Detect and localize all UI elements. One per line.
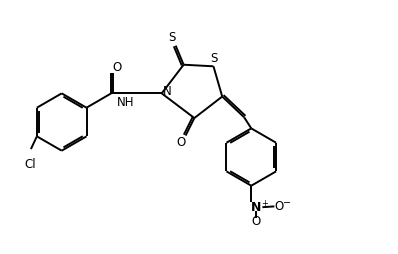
Text: O: O bbox=[176, 136, 185, 149]
Text: S: S bbox=[168, 31, 176, 44]
Text: O: O bbox=[112, 61, 121, 74]
Text: NH: NH bbox=[117, 96, 134, 109]
Text: N: N bbox=[251, 201, 261, 214]
Text: −: − bbox=[283, 198, 291, 208]
Text: Cl: Cl bbox=[24, 158, 36, 171]
Text: N: N bbox=[162, 85, 171, 98]
Text: S: S bbox=[211, 52, 218, 65]
Text: O: O bbox=[275, 200, 284, 213]
Text: O: O bbox=[252, 215, 261, 228]
Text: +: + bbox=[261, 199, 268, 208]
